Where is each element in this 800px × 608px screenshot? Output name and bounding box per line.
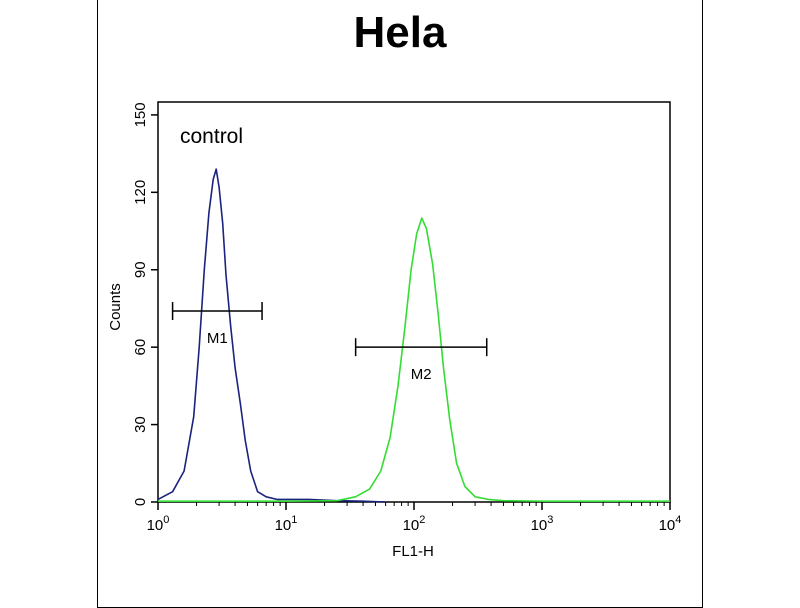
y-tick-label: 120 [132, 180, 149, 205]
gate-label: M1 [207, 330, 228, 347]
marker-layer: M1 M2 [171, 302, 488, 383]
y-tick-label: 60 [132, 339, 149, 356]
histogram-series-1 [157, 168, 386, 503]
plot-area [157, 101, 671, 503]
y-tick-label: 90 [132, 261, 149, 278]
y-tick-label: 150 [132, 102, 149, 127]
control-annotation: control [180, 125, 243, 148]
x-axis: 100 101 102 103 104 [147, 502, 682, 534]
y-tick-label: 0 [132, 498, 149, 506]
x-axis-label: FL1-H [392, 543, 434, 560]
x-tick-label: 104 [659, 514, 682, 534]
chart-title: Hela [353, 8, 447, 57]
y-tick-label: 30 [132, 416, 149, 433]
y-axis: 0 30 60 90 120 150 [132, 102, 158, 506]
y-axis-label: Counts [107, 283, 124, 331]
x-tick-label: 101 [275, 514, 298, 534]
histogram-series-2 [158, 217, 670, 502]
x-tick-label: 100 [147, 514, 170, 534]
x-tick-label: 103 [531, 514, 554, 534]
series-layer [157, 168, 670, 503]
gate-label: M2 [411, 366, 432, 383]
x-tick-label: 102 [403, 514, 426, 534]
